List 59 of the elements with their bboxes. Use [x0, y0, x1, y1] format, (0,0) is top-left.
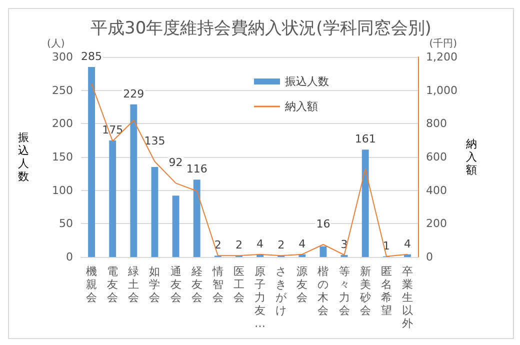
text: (千円) [429, 38, 458, 50]
data-label: 229 [123, 87, 144, 100]
x-tick-label: 卒業生以外 [402, 265, 413, 330]
bar [109, 140, 116, 257]
x-tick-label: 緑土会 [127, 265, 140, 304]
data-label: 161 [354, 132, 376, 146]
x-tick-label: 情智会 [211, 265, 224, 304]
text: (人) [47, 38, 65, 50]
x-tick-label: 楷の木会 [318, 265, 329, 317]
y-tick-label: 300 [52, 50, 73, 64]
data-label: 2 [235, 238, 242, 252]
data-label: 4 [298, 237, 306, 250]
x-tick-label: 源友会 [296, 265, 308, 304]
data-label: 4 [256, 237, 264, 250]
y-tick-label: 50 [59, 217, 73, 230]
y-axis-title: 振込人数 [18, 131, 29, 183]
y-tick-label: 150 [52, 150, 73, 164]
chart-title: 平成30年度維持会費納入状況(学科同窓会別) [90, 18, 432, 38]
y2-axis-title: 納入額 [466, 138, 477, 176]
y-tick-label: 200 [52, 117, 73, 130]
y2-tick-label: 600 [426, 150, 447, 164]
bar [193, 180, 200, 257]
data-label: 285 [81, 50, 102, 63]
data-label: 116 [186, 162, 208, 176]
data-label: 135 [144, 134, 166, 148]
bar [320, 246, 327, 257]
data-label: 4 [404, 237, 411, 250]
x-tick-label: 等々力会 [338, 265, 350, 317]
x-tick-label: 経友会 [190, 265, 202, 304]
legend-label: 納入額 [285, 100, 318, 113]
y2-tick-label: 800 [426, 117, 447, 130]
y2-tick-label: 1,000 [426, 84, 458, 97]
legend-label: 振込人数 [285, 75, 329, 88]
x-tick-label: 電友会 [107, 265, 118, 304]
x-tick-label: 原子力友… [254, 265, 266, 330]
data-label: 92 [168, 156, 183, 170]
bar [172, 196, 180, 257]
bar [151, 167, 158, 257]
data-label: 1 [382, 239, 390, 252]
bar [88, 67, 96, 257]
x-tick-label: 医工会 [233, 265, 244, 304]
x-tick-label: 匿名希望 [380, 265, 392, 317]
x-tick-label: 新美砂会 [358, 265, 371, 317]
x-tick-label: さきがけ [276, 265, 288, 317]
data-label: 2 [278, 238, 285, 252]
bar [362, 150, 369, 257]
x-tick-label: 如学会 [149, 265, 160, 304]
y-tick-label: 100 [52, 184, 73, 197]
x-tick-label: 通友会 [170, 265, 182, 304]
y2-tick-label: 200 [426, 217, 447, 230]
data-label: 16 [316, 218, 330, 230]
x-tick-label: 機親会 [86, 265, 98, 304]
y2-tick-label: 400 [426, 184, 447, 197]
bar [130, 104, 138, 257]
data-label: 2 [214, 238, 222, 252]
y-tick-label: 0 [66, 250, 73, 264]
y2-tick-label: 1,200 [426, 50, 458, 64]
y2-tick-label: 0 [426, 250, 433, 264]
y-tick-label: 250 [52, 84, 73, 97]
